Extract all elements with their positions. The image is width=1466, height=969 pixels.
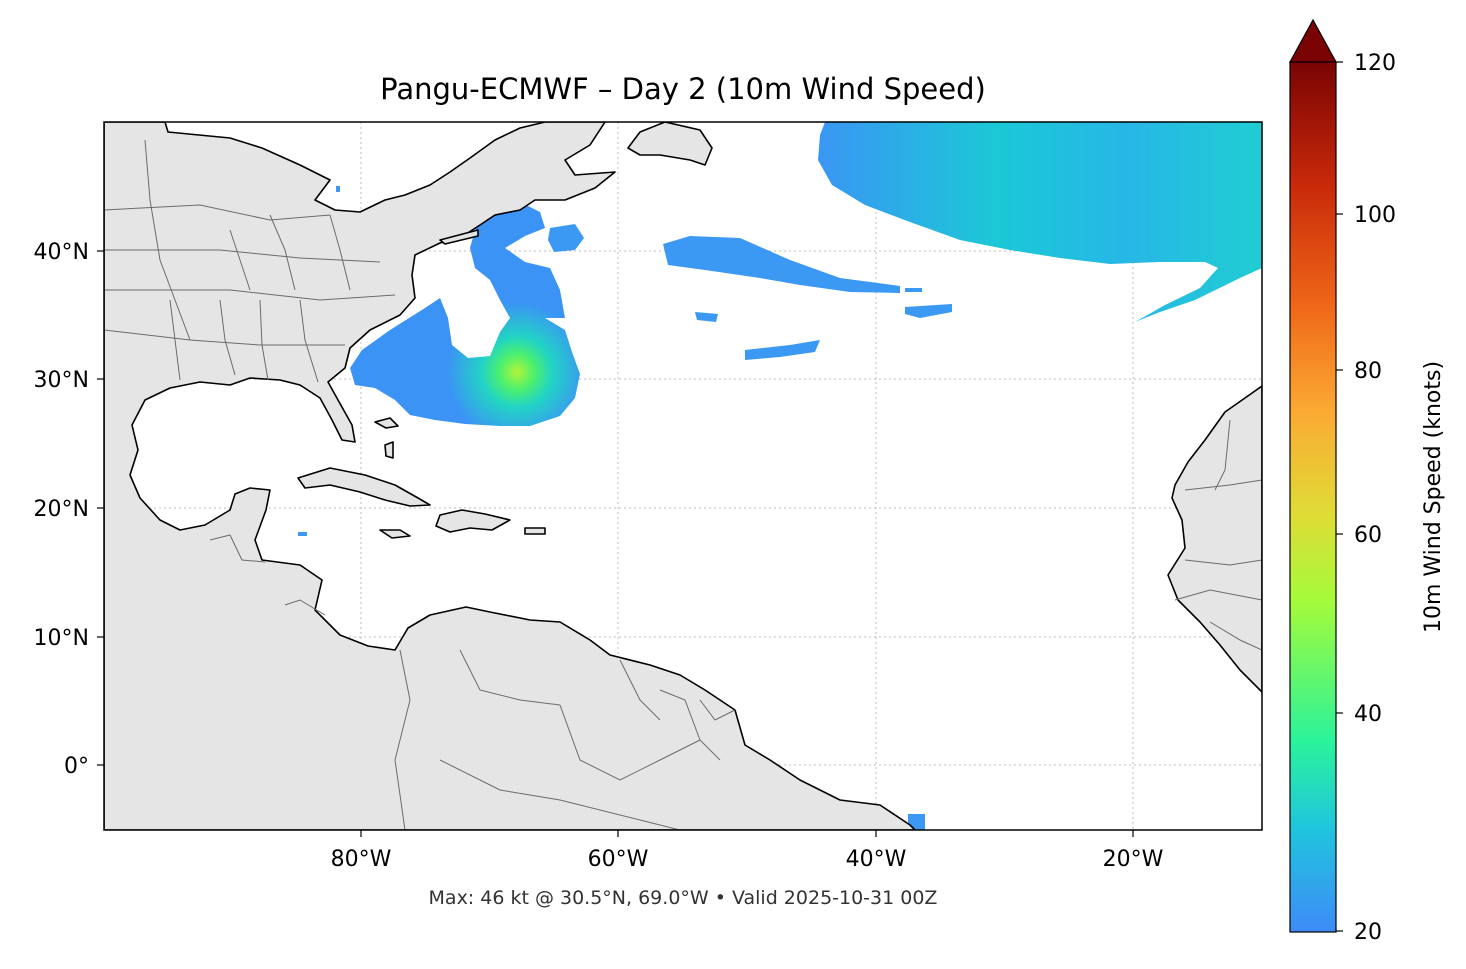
- africa-land: [1167, 385, 1262, 693]
- cuba-island: [297, 467, 431, 507]
- y-tick-label: 30°N: [34, 368, 89, 393]
- atlantic-wind-patch-small-2: [905, 304, 952, 318]
- y-axis: 40°N 30°N 20°N 10°N 0°: [34, 240, 104, 779]
- map-frame: [103, 121, 1263, 831]
- x-axis: 80°W 60°W 40°W 20°W: [331, 830, 1164, 872]
- colorbar-tick-label: 120: [1354, 51, 1396, 76]
- atlantic-wind-patch-small-1: [905, 288, 922, 292]
- hispaniola-island: [435, 509, 511, 533]
- map-area: [104, 122, 1262, 830]
- map-title: Pangu-ECMWF – Day 2 (10m Wind Speed): [380, 72, 986, 106]
- political-borders: [104, 139, 1262, 830]
- colorbar-gradient: [1289, 61, 1337, 933]
- north-atlantic-wind-band: [818, 122, 1262, 322]
- wind-speck-1: [908, 814, 925, 830]
- wind-speck-2: [298, 532, 307, 536]
- newfoundland-island: [627, 122, 713, 166]
- colorbar: 120 100 80 60 40 20 10m Wind Speed (knot…: [1288, 18, 1446, 945]
- gulf-of-maine-wind-patch: [548, 224, 584, 252]
- jamaica-island: [379, 529, 411, 539]
- colorbar-tick-label: 100: [1354, 203, 1396, 228]
- y-tick-label: 40°N: [34, 240, 89, 265]
- y-tick-label: 10°N: [34, 626, 89, 651]
- colorbar-tick-label: 60: [1354, 523, 1382, 548]
- atlantic-wind-patch-small-4: [745, 340, 820, 360]
- x-tick-label: 80°W: [331, 847, 392, 872]
- atlantic-wind-patch-small-3: [695, 312, 718, 322]
- hurricane-wind-field: [350, 202, 580, 426]
- puerto-rico-island: [524, 527, 546, 535]
- colorbar-label: 10m Wind Speed (knots): [1421, 361, 1446, 633]
- x-tick-label: 20°W: [1103, 847, 1164, 872]
- y-tick-label: 20°N: [34, 497, 89, 522]
- x-tick-label: 40°W: [846, 847, 907, 872]
- x-tick-label: 60°W: [588, 847, 649, 872]
- colorbar-tick-label: 20: [1354, 920, 1382, 945]
- bahamas-islands: [374, 417, 399, 459]
- colorbar-tick-label: 40: [1354, 702, 1382, 727]
- long-island: [439, 229, 479, 245]
- map-footer-caption: Max: 46 kt @ 30.5°N, 69.0°W • Valid 2025…: [429, 887, 938, 909]
- colorbar-extend-arrow: [1288, 18, 1338, 63]
- colorbar-tick-label: 80: [1354, 359, 1382, 384]
- y-tick-label: 0°: [64, 754, 89, 779]
- central-atlantic-wind-patch: [663, 236, 900, 293]
